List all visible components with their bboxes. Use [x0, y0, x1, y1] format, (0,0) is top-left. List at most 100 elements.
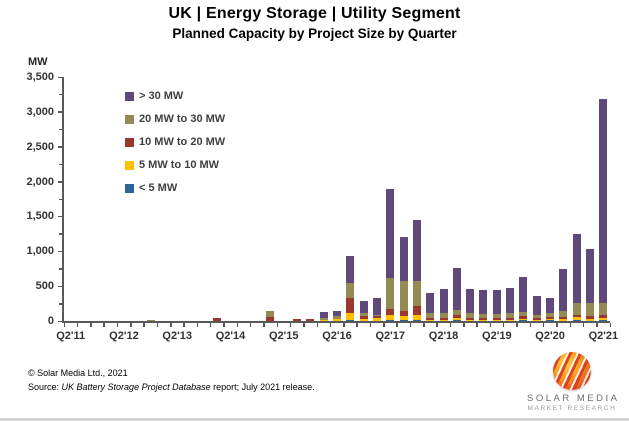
- bar-segment: [412, 314, 421, 320]
- x-axis-tick: [209, 323, 212, 327]
- x-axis-tick: [343, 323, 345, 327]
- solar-media-logo: SOLAR MEDIA MARKET RESEARCH: [527, 352, 617, 412]
- x-axis-tick: [329, 323, 332, 327]
- bar-segment: [412, 280, 421, 307]
- bar-segment: [359, 300, 368, 313]
- bar-segment: [146, 319, 155, 321]
- source-text: Source: UK Battery Storage Project Datab…: [28, 380, 315, 394]
- x-axis-tick: [156, 323, 159, 327]
- chart-title-block: UK | Energy Storage | Utility Segment Pl…: [0, 5, 629, 41]
- y-axis-tick-label: 2,500: [26, 140, 54, 153]
- bar-segment: [372, 315, 381, 317]
- y-axis-unit-label: MW: [28, 56, 48, 68]
- y-axis-tick: [58, 215, 62, 218]
- bar-segment: [572, 320, 581, 321]
- bar-segment: [412, 319, 421, 321]
- logo-subtitle: MARKET RESEARCH: [527, 405, 617, 412]
- legend-label: < 5 MW: [139, 182, 178, 194]
- y-axis-tick-label: 3,500: [26, 71, 54, 83]
- bar-segment: [559, 316, 568, 320]
- y-axis-tick-label: 2,000: [26, 175, 54, 188]
- solar-media-globe-icon: [553, 352, 591, 390]
- legend-swatch-icon: [125, 137, 134, 147]
- x-axis-tick: [183, 323, 185, 327]
- bar-segment: [386, 315, 395, 320]
- x-axis-tick: [569, 323, 572, 327]
- bar-segment: [426, 313, 435, 319]
- x-axis-tick: [502, 323, 505, 327]
- legend: > 30 MW 20 MW to 30 MW 10 MW to 20 MW 5 MW …: [125, 90, 225, 205]
- legend-label: 10 MW to 20 MW: [139, 136, 226, 148]
- x-axis-tick: [249, 323, 252, 327]
- bar-segment: [359, 312, 368, 316]
- x-axis-tick: [316, 323, 319, 327]
- source-prefix: Source:: [28, 382, 62, 392]
- x-axis-tick: [556, 323, 558, 327]
- x-axis-tick-label: Q2'16: [322, 330, 352, 342]
- bar-segment: [466, 319, 475, 321]
- bar-segment: [586, 316, 595, 319]
- bar-segment: [466, 313, 475, 318]
- bar-segment: [359, 315, 368, 319]
- legend-swatch-icon: [125, 114, 134, 124]
- x-axis-tick: [223, 323, 225, 327]
- x-axis-tick: [409, 323, 412, 327]
- x-axis-tick: [463, 323, 465, 327]
- x-axis-tick-label: Q2'14: [215, 330, 246, 342]
- bar-segment: [412, 306, 421, 315]
- bar-segment: [506, 313, 515, 318]
- bar-segment: [519, 316, 528, 319]
- x-axis-tick: [449, 323, 452, 327]
- bar-segment: [559, 310, 568, 317]
- bar-segment: [319, 317, 328, 320]
- bar-segment: [213, 317, 222, 321]
- bar-segment: [572, 302, 581, 315]
- bar-segment: [546, 320, 555, 321]
- legend-swatch-icon: [125, 160, 134, 170]
- x-axis-tick-label: Q2'21: [588, 330, 619, 342]
- bar-segment: [333, 310, 341, 317]
- x-axis-tick: [196, 323, 199, 327]
- bar-segment: [479, 319, 488, 321]
- bar-segment: [319, 319, 328, 321]
- page-title: UK | Energy Storage | Utility Segment: [168, 5, 461, 22]
- bar-segment: [333, 316, 341, 319]
- y-axis-tick: [59, 303, 62, 305]
- x-axis-tick-label: Q2'11: [56, 330, 86, 342]
- bar-segment: [506, 319, 515, 321]
- bar-segment: [546, 313, 555, 317]
- x-axis-tick: [529, 323, 532, 327]
- bar-segment: [479, 317, 488, 320]
- x-axis-tick: [383, 323, 385, 327]
- x-axis-tick: [609, 323, 611, 327]
- bar-segment: [346, 320, 355, 321]
- x-axis-tick: [596, 323, 598, 327]
- bar-segment: [359, 318, 368, 321]
- bar-segment: [586, 318, 595, 321]
- bar-segment: [599, 302, 608, 316]
- bar-segment: [266, 316, 275, 321]
- bar-segment: [506, 317, 515, 320]
- bar-segment: [532, 296, 541, 315]
- x-axis-tick: [76, 323, 79, 327]
- y-axis-tick: [59, 268, 62, 270]
- bar-segment: [293, 319, 302, 321]
- legend-item: 5 MW to 10 MW: [125, 159, 225, 171]
- x-axis-tick: [369, 323, 372, 327]
- bar-segment: [546, 318, 555, 321]
- y-axis-tick: [58, 146, 62, 148]
- bar-segment: [399, 237, 408, 281]
- bar-segment: [479, 314, 488, 318]
- y-axis-tick: [59, 163, 62, 166]
- x-axis-tick: [542, 323, 545, 327]
- bar-segment: [439, 288, 448, 314]
- y-axis-tick: [58, 111, 62, 113]
- x-axis-tick: [436, 323, 438, 327]
- y-axis-tick: [58, 250, 62, 253]
- bar-segment: [519, 320, 528, 321]
- bar-segment: [506, 288, 515, 314]
- source-suffix: report; July 2021 release.: [210, 382, 315, 392]
- bar-segment: [492, 319, 501, 321]
- footer: © Solar Media Ltd., 2021 Source: UK Batt…: [28, 366, 315, 394]
